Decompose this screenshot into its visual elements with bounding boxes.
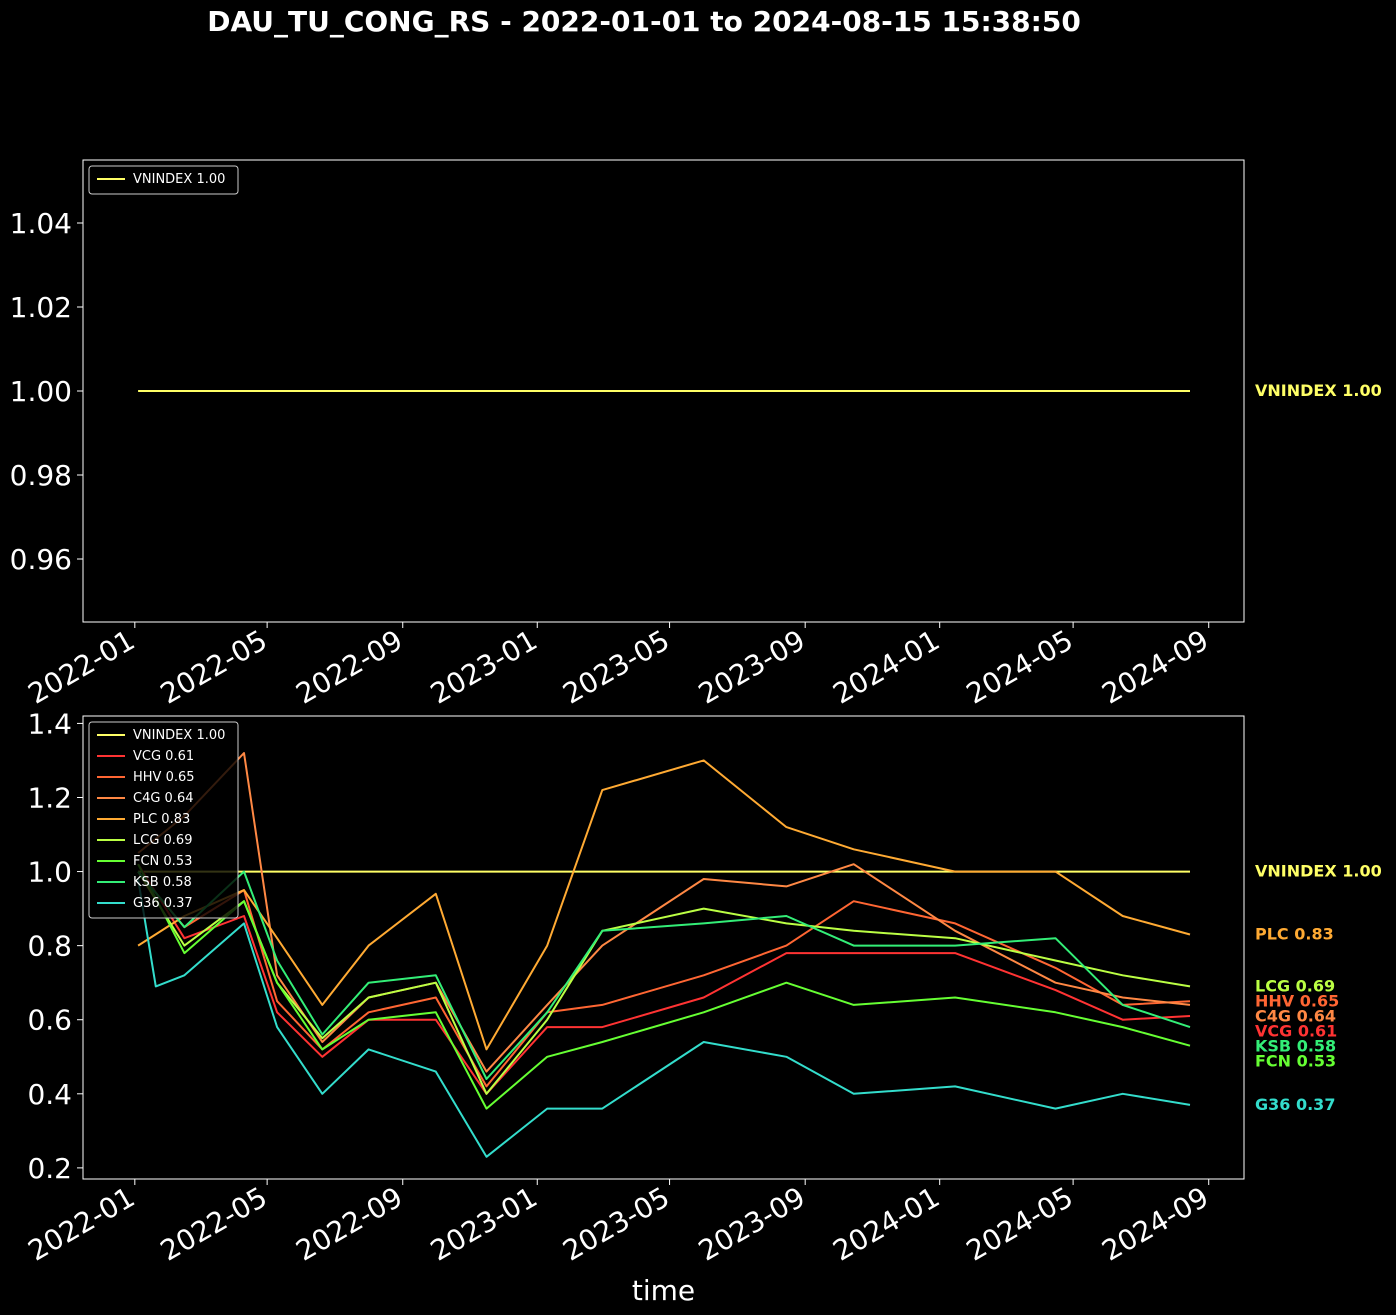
y-tick-label: 1.04 xyxy=(10,207,72,240)
end-label-ksb: KSB 0.58 xyxy=(1255,1036,1336,1055)
x-tick-label: 2024-09 xyxy=(1096,1180,1214,1267)
end-label-vcg: VCG 0.61 xyxy=(1255,1021,1337,1040)
y-tick-label: 1.2 xyxy=(27,781,72,814)
end-label-lcg: LCG 0.69 xyxy=(1255,976,1335,995)
bottom-panel: 0.2 0.4 0.6 0.8 1.0 1.2 1.4 2022-01 2022-05 2022-… xyxy=(22,707,1381,1307)
y-tick-label: 0.4 xyxy=(27,1078,72,1111)
y-tick-label: 0.96 xyxy=(10,543,72,576)
y-tick-label: 0.8 xyxy=(27,930,72,963)
plot-area-frame xyxy=(82,715,1245,1180)
x-tick-label: 2022-09 xyxy=(290,623,408,710)
legend-entry: VCG 0.61 xyxy=(133,749,194,764)
x-tick-label: 2024-09 xyxy=(1096,623,1214,710)
legend-entry: G36 0.37 xyxy=(133,896,193,911)
legend-entry: VNINDEX 1.00 xyxy=(133,172,225,187)
series-line-plc xyxy=(137,759,1191,1051)
y-tick-label: 0.98 xyxy=(10,459,72,492)
y-tick-label: 0.2 xyxy=(27,1152,72,1185)
x-tick-label: 2022-01 xyxy=(22,1180,140,1267)
legend-entry: PLC 0.83 xyxy=(133,812,190,827)
series-line-c4g xyxy=(137,752,1191,1073)
x-axis-label: time xyxy=(632,1274,695,1307)
x-tick-label: 2023-01 xyxy=(425,1180,543,1267)
legend-entry: VNINDEX 1.00 xyxy=(133,728,225,743)
y-tick-label: 0.6 xyxy=(27,1004,72,1037)
x-tick-label: 2024-01 xyxy=(827,623,945,710)
end-label-fcn: FCN 0.53 xyxy=(1255,1051,1336,1070)
y-tick-label: 1.00 xyxy=(10,375,72,408)
legend: VNINDEX 1.00 VCG 0.61 HHV 0.65 C4G 0.64 PLC … xyxy=(88,721,239,919)
x-tick-label: 2024-01 xyxy=(827,1180,945,1267)
top-panel: 0.96 0.98 1.00 1.02 1.04 2022-01 2022-05 2022-0… xyxy=(10,159,1382,711)
legend-entry: FCN 0.53 xyxy=(133,854,192,869)
end-label-c4g: C4G 0.64 xyxy=(1255,1006,1336,1025)
legend-entry: HHV 0.65 xyxy=(133,770,195,785)
x-tick-label: 2023-09 xyxy=(693,1180,811,1267)
legend: VNINDEX 1.00 xyxy=(88,165,239,195)
legend-entry: LCG 0.69 xyxy=(133,833,192,848)
x-tick-label: 2024-05 xyxy=(961,623,1079,710)
x-tick-label: 2023-05 xyxy=(557,1180,675,1267)
end-label-plc: PLC 0.83 xyxy=(1255,925,1334,944)
series-line-fcn xyxy=(137,863,1191,1110)
legend-box xyxy=(88,165,239,195)
x-tick-label: 2023-01 xyxy=(425,623,543,710)
end-label-vnindex: VNINDEX 1.00 xyxy=(1255,862,1382,881)
x-tick-label: 2022-05 xyxy=(155,1180,273,1267)
y-tick-label: 1.0 xyxy=(27,856,72,889)
series-line-g36 xyxy=(137,878,1191,1158)
x-tick-label: 2023-05 xyxy=(557,623,675,710)
y-tick-label: 1.4 xyxy=(27,707,72,740)
series-line-vcg xyxy=(137,863,1191,1095)
legend-entry: KSB 0.58 xyxy=(133,875,192,890)
chart-title: DAU_TU_CONG_RS - 2022-01-01 to 2024-08-1… xyxy=(207,5,1081,38)
y-tick-label: 1.02 xyxy=(10,291,72,324)
x-tick-label: 2022-09 xyxy=(290,1180,408,1267)
x-tick-label: 2022-05 xyxy=(155,623,273,710)
end-label-vnindex: VNINDEX 1.00 xyxy=(1255,381,1382,400)
end-label-hhv: HHV 0.65 xyxy=(1255,991,1339,1010)
legend-entry: C4G 0.64 xyxy=(133,791,194,806)
x-tick-label: 2023-09 xyxy=(693,623,811,710)
x-tick-label: 2024-05 xyxy=(961,1180,1079,1267)
x-tick-label: 2022-01 xyxy=(22,623,140,710)
end-label-g36: G36 0.37 xyxy=(1255,1095,1335,1114)
legend-box xyxy=(88,721,239,919)
series-line-ksb xyxy=(137,870,1191,1080)
